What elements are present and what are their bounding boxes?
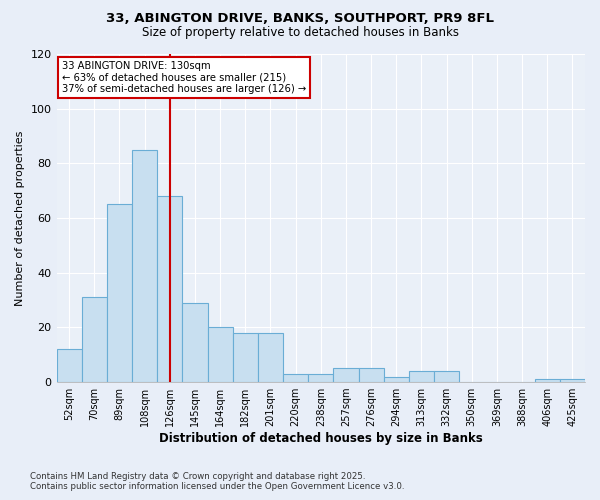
Text: 33, ABINGTON DRIVE, BANKS, SOUTHPORT, PR9 8FL: 33, ABINGTON DRIVE, BANKS, SOUTHPORT, PR…	[106, 12, 494, 26]
Bar	[132, 150, 157, 382]
Bar	[359, 368, 383, 382]
Bar	[107, 204, 132, 382]
Bar	[157, 196, 182, 382]
Text: Contains HM Land Registry data © Crown copyright and database right 2025.
Contai: Contains HM Land Registry data © Crown c…	[30, 472, 404, 491]
Bar	[434, 371, 459, 382]
Bar	[233, 333, 258, 382]
Bar	[383, 376, 409, 382]
Bar	[535, 380, 560, 382]
Bar	[308, 374, 334, 382]
Bar	[82, 298, 107, 382]
Bar	[560, 380, 585, 382]
X-axis label: Distribution of detached houses by size in Banks: Distribution of detached houses by size …	[159, 432, 482, 445]
Bar	[208, 328, 233, 382]
Bar	[258, 333, 283, 382]
Bar	[182, 303, 208, 382]
Text: Size of property relative to detached houses in Banks: Size of property relative to detached ho…	[142, 26, 458, 39]
Bar	[283, 374, 308, 382]
Bar	[409, 371, 434, 382]
Bar	[334, 368, 359, 382]
Y-axis label: Number of detached properties: Number of detached properties	[15, 130, 25, 306]
Text: 33 ABINGTON DRIVE: 130sqm
← 63% of detached houses are smaller (215)
37% of semi: 33 ABINGTON DRIVE: 130sqm ← 63% of detac…	[62, 60, 306, 94]
Bar	[56, 350, 82, 382]
